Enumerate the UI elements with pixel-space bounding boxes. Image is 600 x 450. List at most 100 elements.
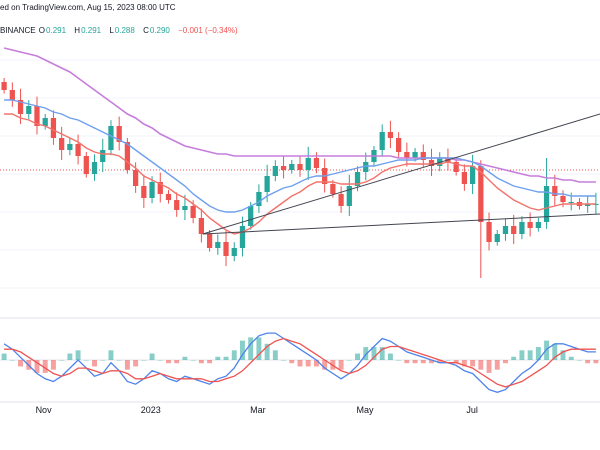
- high-value: 0.291: [81, 26, 102, 35]
- macd-histogram-bar: [1, 353, 7, 360]
- macd-histogram-bar: [231, 350, 237, 360]
- candle-body: [478, 166, 484, 222]
- macd-histogram-bar: [371, 347, 377, 360]
- macd-histogram-bar: [404, 360, 410, 364]
- macd-histogram-bar: [83, 360, 89, 361]
- candle-body: [289, 164, 295, 170]
- open-label: O: [38, 26, 46, 35]
- candle-body: [396, 138, 402, 152]
- high-label: H: [74, 26, 81, 35]
- macd-histogram-bar: [470, 360, 476, 367]
- macd-histogram-bar: [124, 360, 130, 370]
- candle-body: [511, 226, 517, 234]
- candle-body: [338, 194, 344, 206]
- ma-blue-line: [4, 99, 596, 213]
- macd-histogram-bar: [248, 337, 254, 360]
- candle-body: [100, 150, 106, 162]
- macd-histogram-bar: [576, 360, 582, 361]
- open-value: 0.291: [46, 26, 67, 35]
- macd-histogram-bar: [240, 340, 245, 360]
- macd-histogram-bar: [108, 350, 114, 360]
- macd-histogram-bar: [544, 340, 550, 360]
- trendline: [202, 213, 600, 235]
- macd-histogram-bar: [593, 360, 599, 364]
- macd-histogram-bar: [256, 337, 262, 360]
- candle-body: [305, 158, 311, 170]
- chart-source-text: ed on TradingView.com, Aug 15, 2023 08:0…: [0, 3, 176, 12]
- candle-body: [157, 182, 163, 194]
- trendline: [202, 113, 600, 235]
- x-tick-label: Nov: [36, 405, 53, 415]
- candle-body: [198, 218, 204, 234]
- candle-body: [34, 106, 40, 126]
- candle-body: [494, 234, 500, 242]
- low-value: 0.288: [114, 26, 135, 35]
- candle-body: [404, 152, 410, 158]
- main-grid: [0, 59, 600, 403]
- macd-histogram-bar: [198, 360, 204, 364]
- candle-body: [354, 172, 361, 186]
- macd-histogram-bar: [149, 353, 155, 360]
- macd-histogram-bar: [50, 360, 56, 370]
- candle-body: [116, 126, 122, 142]
- macd-histogram-bar: [75, 350, 81, 360]
- ma-purple-line: [3, 47, 596, 183]
- candle-body: [280, 166, 287, 170]
- candle-body: [453, 162, 459, 172]
- macd-histogram-bar: [215, 356, 221, 360]
- macd-histogram-bar: [379, 347, 385, 360]
- macd-signal-line: [4, 337, 596, 388]
- candle-body: [387, 132, 394, 138]
- candle-body: [535, 222, 541, 228]
- candle-body: [75, 144, 81, 156]
- candle-body: [502, 226, 509, 234]
- x-tick-label: May: [356, 405, 374, 415]
- macd-histogram-bar: [141, 360, 147, 361]
- candle-body: [248, 206, 254, 226]
- macd-histogram-bar: [527, 350, 533, 360]
- candle-body: [346, 186, 352, 206]
- macd-histogram-bar: [157, 360, 163, 361]
- macd-histogram-bar: [568, 356, 574, 360]
- candle-body: [42, 118, 48, 126]
- macd-panel: [0, 332, 600, 393]
- macd-histogram-bar: [223, 356, 229, 360]
- macd-histogram-bar: [116, 360, 122, 361]
- candle-body: [215, 242, 221, 248]
- candle-body: [560, 196, 566, 202]
- macd-histogram-bar: [478, 360, 484, 370]
- x-tick-label: Jul: [466, 405, 478, 415]
- candle-body: [256, 192, 262, 206]
- macd-histogram-bar: [34, 360, 40, 373]
- candle-body: [231, 248, 237, 256]
- candle-body: [412, 152, 418, 158]
- macd-histogram-bar: [461, 360, 467, 367]
- candle-body: [190, 206, 196, 218]
- candle-body: [141, 186, 147, 198]
- candle-body: [313, 158, 320, 168]
- macd-histogram-bar: [272, 350, 278, 360]
- macd-histogram-bar: [100, 360, 106, 361]
- macd-histogram-bar: [92, 360, 97, 367]
- x-axis: Nov 2023 Mar May Jul: [36, 405, 478, 415]
- candle-body: [486, 222, 492, 242]
- macd-histogram-bar: [453, 360, 459, 364]
- macd-histogram-bar: [445, 360, 451, 361]
- candle-body: [272, 166, 278, 176]
- macd-histogram-bar: [305, 360, 311, 367]
- candle-body: [9, 90, 15, 100]
- macd-histogram-bar: [313, 360, 319, 367]
- macd-histogram-bar: [166, 360, 171, 364]
- macd-histogram-bar: [59, 360, 65, 361]
- candle-body: [297, 164, 303, 170]
- macd-histogram-bar: [42, 360, 48, 373]
- macd-histogram-bar: [297, 360, 303, 367]
- moving-averages-layer: [3, 47, 596, 235]
- macd-histogram-bar: [511, 356, 517, 360]
- macd-histogram-bar: [18, 360, 24, 367]
- macd-histogram-bar: [264, 343, 270, 360]
- candle-body: [428, 160, 435, 166]
- candle-body: [108, 126, 114, 150]
